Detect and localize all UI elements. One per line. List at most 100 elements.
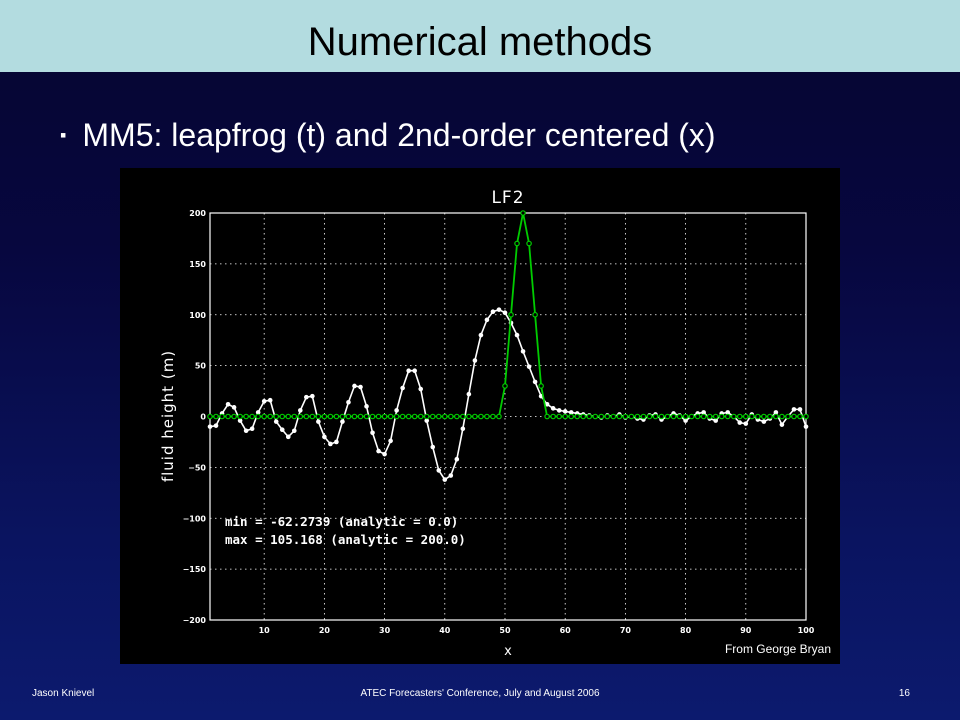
y-tick-label: −100 (183, 514, 207, 523)
footer-author: Jason Knievel (32, 688, 95, 699)
analytic-data-point (658, 413, 665, 420)
numerical-data-point (279, 427, 285, 433)
numerical-data-point (334, 439, 339, 445)
analytic-series-line (210, 212, 806, 418)
numerical-data-point (436, 468, 442, 473)
analytic-data-point (387, 413, 394, 420)
numerical-data-point (267, 397, 273, 403)
numerical-data-point (291, 428, 297, 434)
numerical-data-point (237, 418, 243, 423)
analytic-data-point (532, 311, 538, 318)
analytic-data-point (724, 413, 731, 420)
analytic-data-point (773, 413, 779, 420)
analytic-data-point (405, 413, 412, 420)
numerical-data-point (424, 418, 430, 423)
numerical-data-point (346, 399, 351, 405)
analytic-data-point (526, 240, 532, 247)
analytic-data-point (592, 413, 599, 420)
x-axis-label: x (504, 644, 512, 659)
analytic-data-point (520, 210, 526, 216)
numerical-data-point (207, 424, 213, 429)
analytic-data-point (484, 413, 490, 420)
numerical-data-point (273, 419, 279, 424)
numerical-data-point (328, 441, 333, 447)
y-tick-label: −50 (188, 463, 206, 472)
analytic-data-point (580, 413, 587, 420)
analytic-data-point (598, 413, 605, 420)
analytic-data-point (393, 413, 400, 420)
numerical-data-point (298, 408, 303, 413)
numerical-data-point (460, 426, 466, 432)
numerical-data-point (243, 428, 249, 434)
analytic-data-point (779, 413, 785, 420)
numerical-data-point (725, 410, 731, 415)
x-tick-label: 80 (680, 626, 692, 635)
x-tick-label: 50 (499, 626, 511, 635)
numerical-data-point (761, 419, 767, 424)
analytic-data-point (315, 413, 322, 420)
analytic-data-point (441, 413, 448, 420)
analytic-data-point (429, 413, 436, 420)
analytic-data-point (381, 413, 388, 420)
numerical-data-point (388, 438, 393, 444)
analytic-data-point (399, 413, 406, 420)
numerical-data-point (400, 385, 405, 391)
analytic-data-point (755, 413, 761, 420)
analytic-data-point (279, 413, 286, 420)
analytic-data-point (363, 413, 370, 420)
analytic-data-point (225, 413, 231, 420)
x-tick-label: 100 (798, 626, 815, 635)
numerical-data-point (376, 448, 381, 454)
x-tick-label: 30 (379, 626, 391, 635)
analytic-data-point (219, 413, 225, 420)
numerical-data-point (520, 349, 526, 354)
numerical-data-point (496, 307, 502, 312)
analytic-data-point (478, 413, 484, 420)
y-tick-label: 150 (189, 260, 206, 269)
analytic-data-point (791, 413, 797, 420)
analytic-data-point (706, 413, 713, 420)
bullet-text: MM5: leapfrog (t) and 2nd-order centered… (82, 116, 716, 153)
analytic-data-point (652, 413, 659, 420)
numerical-data-point (261, 398, 267, 404)
numerical-data-point (490, 309, 496, 314)
analytic-data-point (448, 413, 454, 420)
analytic-data-point (676, 413, 683, 420)
numerical-data-point (502, 310, 508, 316)
numerical-data-point (249, 426, 255, 432)
analytic-data-point (616, 413, 623, 420)
analytic-data-point (761, 413, 767, 420)
numerical-data-point (255, 410, 261, 415)
analytic-data-point (803, 413, 809, 420)
numerical-data-point (382, 451, 387, 457)
analytic-data-point (718, 413, 725, 420)
analytic-data-point (207, 413, 213, 420)
analytic-data-point (694, 413, 701, 420)
analytic-data-point (785, 413, 791, 420)
analytic-data-point (712, 413, 719, 420)
analytic-data-point (255, 413, 261, 420)
numerical-data-point (231, 405, 237, 410)
analytic-data-point (610, 413, 617, 420)
numerical-data-point (322, 434, 327, 440)
numerical-data-point (683, 418, 688, 423)
analytic-data-point (562, 413, 568, 420)
analytic-data-point (767, 413, 773, 420)
numerical-data-point (430, 444, 436, 450)
analytic-data-point (291, 413, 298, 420)
square-bullet-icon: ▪ (60, 124, 67, 145)
analytic-data-point (490, 413, 496, 420)
numerical-series-line (209, 308, 807, 481)
analytic-data-point (556, 413, 562, 420)
bullet-item: ▪ MM5: leapfrog (t) and 2nd-order center… (60, 110, 716, 160)
numerical-data-point (394, 408, 399, 413)
analytic-data-point (682, 413, 689, 420)
numerical-data-point (370, 430, 375, 436)
x-tick-label: 60 (560, 626, 572, 635)
numerical-data-point (340, 419, 345, 424)
analytic-data-point (417, 413, 424, 420)
numerical-data-point (442, 477, 448, 482)
numerical-data-point (562, 409, 568, 414)
numerical-data-point (713, 418, 718, 423)
analytic-data-point (237, 413, 243, 420)
